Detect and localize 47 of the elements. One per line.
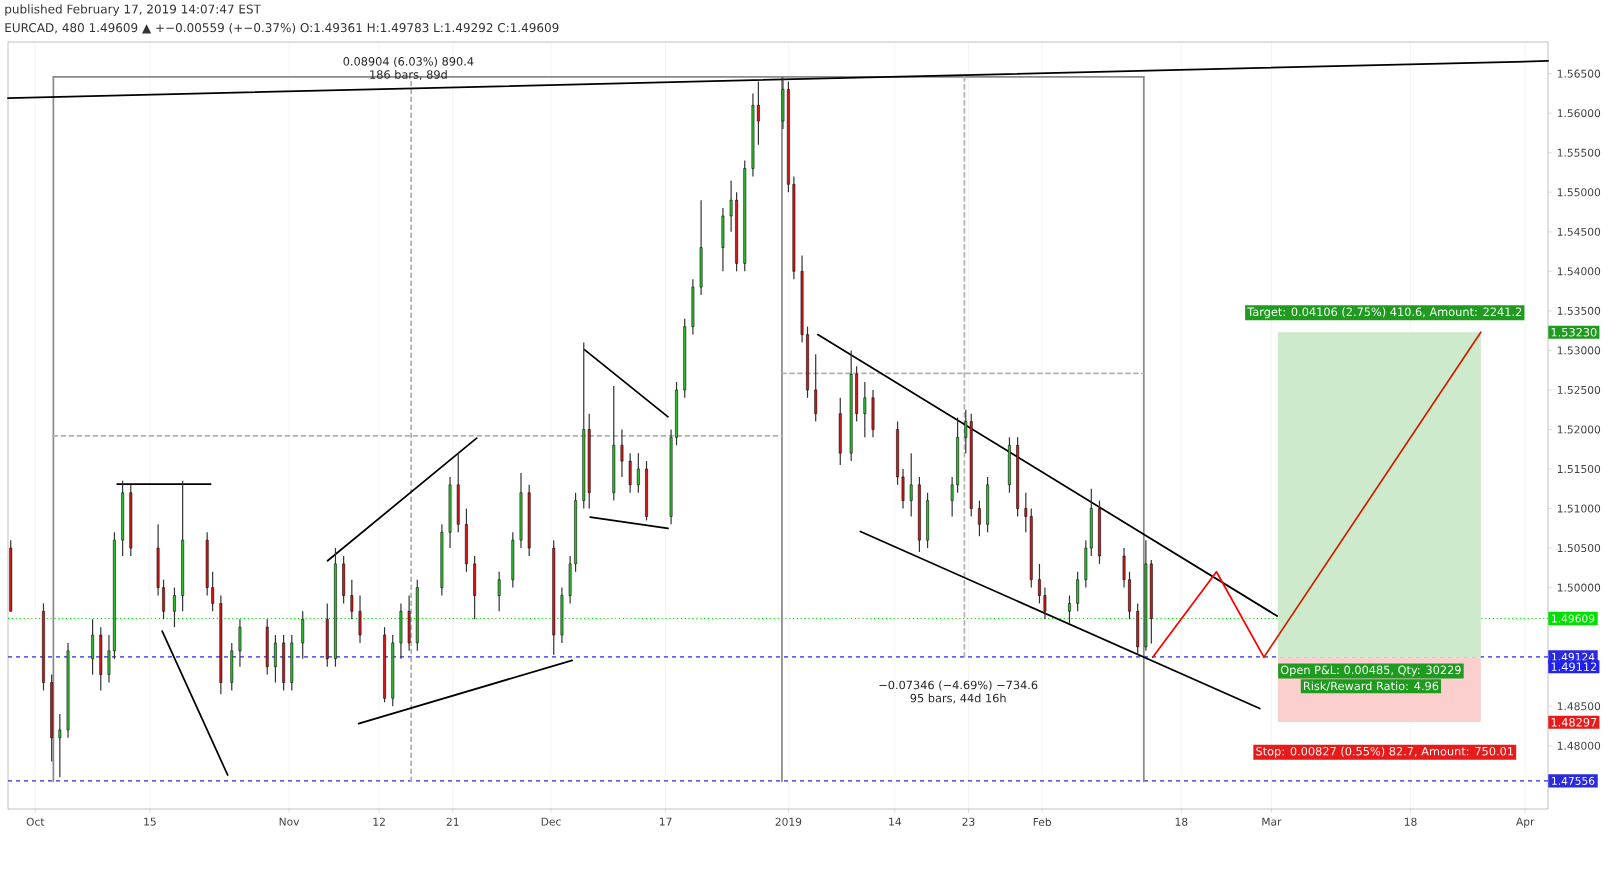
- y-tick-label: 1.56500: [1557, 69, 1601, 78]
- y-tick-label: 1.53500: [1557, 306, 1601, 315]
- y-tick-label: 1.52500: [1557, 385, 1601, 394]
- y-tick-label: 1.50500: [1557, 544, 1601, 553]
- x-tick-label: 18: [1175, 817, 1188, 826]
- annotation: 0.08904 (6.03%) 890.4: [343, 56, 474, 67]
- annotation: Risk/Reward Ratio: 4.96: [1303, 681, 1439, 692]
- y-tick-label: 1.48500: [1557, 702, 1601, 711]
- annotation: Target: 0.04106 (2.75%) 410.6, Amount: 2241.2: [1247, 307, 1522, 319]
- x-tick-label: Oct: [26, 817, 45, 826]
- x-tick-label: 18: [1404, 817, 1417, 826]
- y-tick-label: 1.54000: [1557, 267, 1601, 276]
- y-tick-label: 1.51500: [1557, 464, 1601, 474]
- chart-subtitle: EURCAD, 480 1.49609 ▲ +−0.00559 (+−0.37%) O:1.49361 H:1.49783 L:1.49292 C:1.49609: [5, 22, 559, 34]
- x-tick-label: Nov: [279, 817, 300, 826]
- x-tick-label: 17: [660, 817, 672, 826]
- x-tick-label: 12: [373, 817, 385, 826]
- x-tick-label: Feb: [1033, 817, 1052, 826]
- x-tick-label: 21: [446, 817, 459, 826]
- annotation: Open P&L: 0.00485, Qty: 30229: [1280, 665, 1461, 677]
- y-tick-label: 1.52000: [1557, 425, 1601, 434]
- y-tick-label: 1.56000: [1557, 109, 1601, 118]
- ref-line-label: 1.49124: [1552, 652, 1595, 661]
- text: 1.53230: [1551, 327, 1597, 337]
- x-tick-label: Mar: [1262, 817, 1282, 826]
- y-tick-label: 1.50000: [1557, 583, 1601, 592]
- y-tick-label: 1.48000: [1557, 741, 1601, 750]
- ref-line-label: 1.49609: [1552, 614, 1595, 623]
- x-tick-label: 23: [962, 817, 975, 826]
- chart-title: published February 17, 2019 14:07:47 EST: [5, 4, 261, 16]
- y-tick-label: 1.51000: [1557, 504, 1601, 513]
- annotation: 186 bars, 89d: [370, 70, 447, 80]
- x-tick-label: 15: [144, 817, 156, 826]
- y-tick-label: 1.54500: [1557, 227, 1601, 236]
- x-tick-label: Apr: [1516, 817, 1535, 828]
- ref-line-label: 1.47556: [1552, 776, 1595, 785]
- annotation: −0.07346 (−4.69%) −734.6: [879, 680, 1038, 691]
- x-tick-label: 2019: [775, 817, 802, 826]
- text: 1.49112: [1551, 662, 1597, 672]
- annotation: 95 bars, 44d 16h: [910, 693, 1006, 704]
- annotation: Stop: 0.00827 (0.55%) 82.7, Amount: 750.01: [1256, 746, 1513, 758]
- y-tick-label: 1.55000: [1557, 188, 1601, 197]
- text: 1.48297: [1551, 717, 1597, 727]
- y-tick-label: 1.53000: [1557, 346, 1601, 355]
- x-tick-label: Dec: [541, 817, 561, 826]
- y-tick-label: 1.55500: [1557, 148, 1601, 157]
- x-tick-label: 14: [889, 817, 902, 826]
